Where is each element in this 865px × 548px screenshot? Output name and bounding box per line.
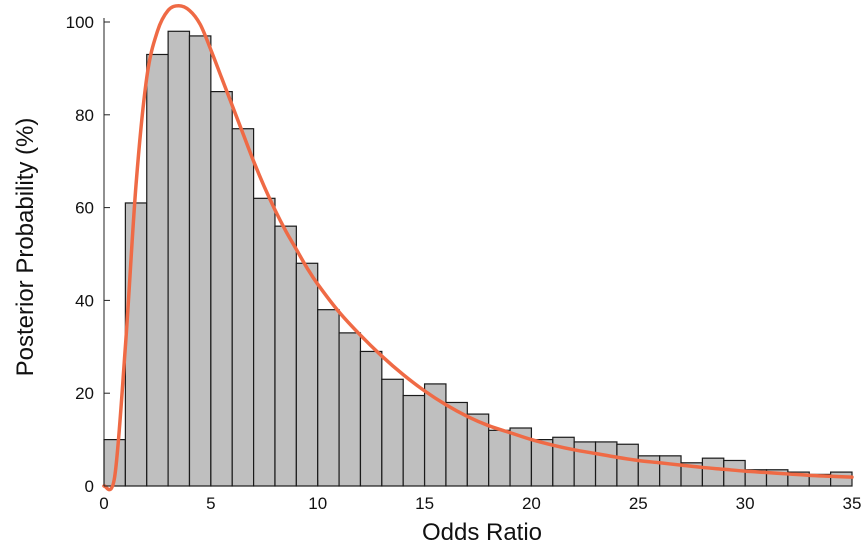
y-tick-label: 40	[75, 291, 94, 310]
histogram-bar	[530, 439, 554, 487]
histogram-bar	[616, 443, 639, 487]
x-tick-label: 20	[522, 494, 541, 513]
y-tick-label: 80	[75, 106, 94, 125]
histogram-bar	[338, 332, 362, 487]
ticks-layer: 0 5 10 15 20 25 30 35 0 20 40 60 80 100	[66, 13, 862, 513]
histogram-bar	[488, 429, 511, 487]
histogram-bar	[402, 394, 426, 487]
x-tick-label: 5	[206, 494, 215, 513]
histogram-bar	[210, 90, 233, 487]
histogram-bar	[146, 53, 169, 487]
histogram-bar	[231, 128, 255, 487]
histogram-bar	[573, 441, 597, 487]
histogram-bar	[167, 30, 191, 487]
density-curve	[102, 4, 854, 492]
y-tick-label: 100	[66, 13, 94, 32]
histogram-bar	[359, 350, 383, 487]
x-tick-label: 25	[629, 494, 648, 513]
x-tick-label: 10	[308, 494, 327, 513]
histogram-bar	[594, 441, 618, 487]
y-tick-label: 20	[75, 384, 94, 403]
bars-layer	[103, 30, 853, 487]
y-axis-title: Posterior Probability (%)	[12, 118, 39, 377]
histogram-bar	[188, 35, 212, 487]
histogram-bar	[274, 225, 297, 487]
histogram-bar	[659, 455, 682, 487]
histogram-bar	[701, 457, 725, 487]
x-tick-label: 35	[843, 494, 862, 513]
histogram-bar	[830, 471, 853, 487]
y-tick-label: 60	[75, 199, 94, 218]
x-tick-label: 15	[415, 494, 434, 513]
histogram-bar	[295, 262, 319, 487]
histogram-bar	[381, 378, 404, 487]
y-tick-label: 0	[85, 477, 94, 496]
histogram-bar	[124, 202, 148, 487]
histogram-bar	[317, 309, 340, 487]
x-tick-label: 0	[99, 494, 108, 513]
x-tick-label: 30	[736, 494, 755, 513]
x-axis-title: Odds Ratio	[422, 519, 542, 546]
density-curve-layer	[102, 4, 854, 492]
histogram-bar	[253, 197, 276, 487]
histogram-bar	[723, 459, 746, 487]
